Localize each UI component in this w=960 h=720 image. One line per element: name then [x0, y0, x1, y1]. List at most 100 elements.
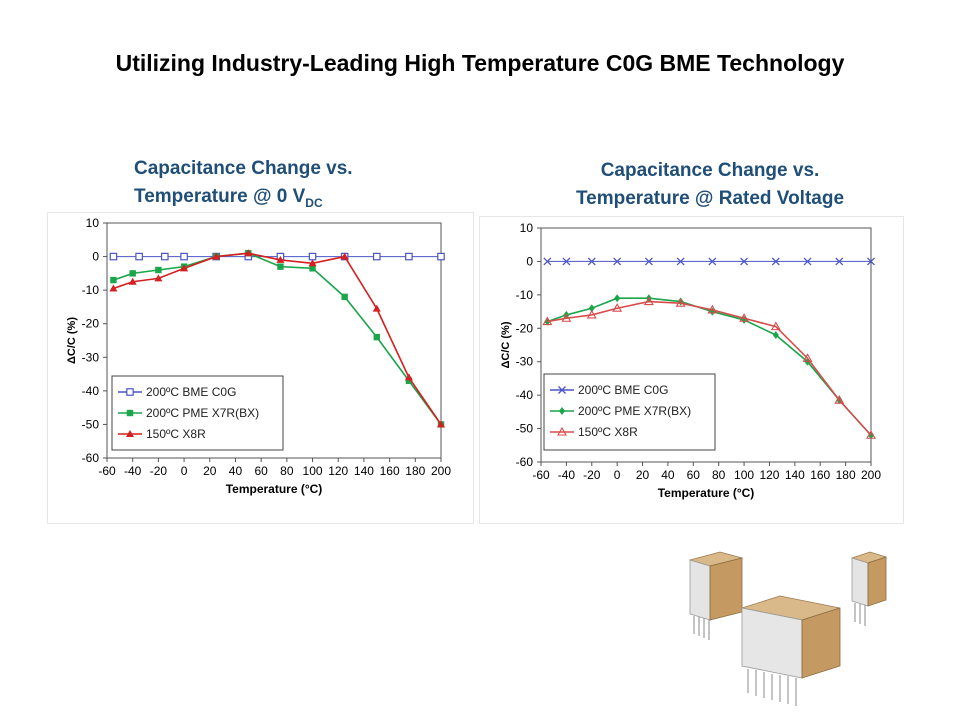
right-chart-x-tick-label: 20 — [636, 468, 650, 482]
left-chart-series-3 — [109, 249, 445, 428]
right-chart-series-point — [614, 294, 621, 303]
left-chart-series-line — [113, 252, 442, 425]
right-chart-x-tick-label: 60 — [687, 468, 701, 482]
left-chart-legend-marker — [126, 409, 134, 417]
right-chart-series-point — [771, 257, 780, 266]
right-chart-series-3 — [542, 296, 876, 439]
left-chart-series-point — [154, 274, 163, 282]
right-heading-line2: Temperature @ Rated Voltage — [575, 188, 845, 209]
right-chart-series-point — [802, 353, 813, 362]
right-chart-series-point — [588, 304, 595, 313]
left-chart-series-point — [308, 259, 317, 267]
capacitor-stack-large-center — [741, 595, 841, 706]
left-chart-series-line — [113, 252, 442, 425]
left-chart-x-tick-label: -40 — [124, 464, 142, 478]
right-chart-legend — [543, 373, 716, 451]
left-chart: 100-10-20-30-40-50-60-60 -40 -20 0 20 40 60 80 1… — [66, 216, 451, 496]
left-chart-legend-marker — [126, 430, 134, 437]
right-chart-heading: Capacitance Change vs. Temperature @ Rat… — [520, 157, 900, 213]
left-chart-legend-label: 200ºC BME C0G — [146, 385, 236, 399]
right-chart-y-tick-label: -60 — [516, 455, 534, 469]
right-chart-legend-label: 150ºC X8R — [578, 425, 638, 439]
left-chart-series-point — [309, 265, 316, 272]
left-chart-y-tick-label: 10 — [86, 216, 100, 230]
right-chart-x-tick-label: 40 — [661, 468, 675, 482]
left-chart-series-point — [372, 252, 381, 261]
right-chart-legend-marker — [559, 407, 565, 415]
right-chart-series-point — [834, 395, 845, 404]
left-chart-y-tick-label: -60 — [82, 451, 100, 465]
left-chart-y-tick-label: -20 — [82, 317, 100, 331]
right-chart-series-point — [543, 257, 552, 266]
right-chart-x-tick-label: 100 — [734, 468, 754, 482]
left-chart-series-point — [340, 252, 349, 260]
left-chart-y-tick-label: -10 — [82, 283, 100, 297]
left-chart-series-point — [109, 284, 118, 292]
left-chart-series-point — [161, 252, 169, 261]
right-chart-y-tick-label: -40 — [516, 388, 534, 402]
right-chart: 100-10-20-30-40-50-60-60 -40 -20 0 20 40 60 80 1… — [500, 221, 881, 500]
left-chart-series-point — [109, 252, 118, 261]
left-chart-series-point — [405, 377, 413, 384]
right-chart-series-point — [835, 257, 844, 266]
left-chart-series-point — [372, 304, 381, 312]
left-chart-y-tick-label: -30 — [82, 350, 100, 364]
right-chart-x-tick-label: -40 — [558, 468, 576, 482]
right-chart-series-point — [644, 257, 653, 266]
left-chart-series-point — [405, 252, 413, 261]
left-chart-series-point — [155, 266, 162, 274]
right-chart-x-tick-label: 140 — [785, 468, 805, 482]
left-chart-series-point — [277, 263, 284, 270]
right-chart-series-point — [708, 257, 717, 266]
left-chart-y-tick-label: 0 — [92, 250, 99, 264]
right-chart-series-point — [586, 309, 597, 319]
left-chart-series-point — [373, 333, 380, 341]
left-chart-x-tick-label: 80 — [280, 464, 294, 478]
right-chart-series-point — [740, 257, 749, 266]
left-chart-x-tick-label: 0 — [181, 464, 188, 478]
right-chart-series-line — [547, 300, 872, 436]
right-chart-series-point — [675, 298, 686, 307]
right-chart-series-point — [562, 257, 571, 266]
right-chart-series-point — [612, 303, 623, 312]
right-chart-x-tick-label: 80 — [712, 468, 726, 482]
right-chart-y-tick-label: -50 — [516, 422, 534, 436]
right-chart-series-point — [739, 313, 750, 322]
left-chart-series-point — [135, 252, 143, 261]
left-chart-series-point — [180, 252, 188, 261]
right-chart-y-axis-label: ΔC/C (%) — [500, 321, 512, 368]
left-chart-x-tick-label: -60 — [98, 464, 116, 478]
right-chart-series-point — [866, 430, 876, 439]
slide-title: Utilizing Industry-Leading High Temperat… — [115, 50, 845, 76]
left-chart-series-point — [404, 373, 413, 381]
left-chart-x-tick-label: 140 — [354, 464, 374, 478]
right-chart-y-tick-label: 10 — [520, 221, 534, 235]
right-chart-series-point — [613, 257, 622, 266]
right-chart-y-tick-label: 0 — [526, 254, 533, 268]
left-chart-x-tick-label: 100 — [303, 464, 323, 478]
right-chart-series-point — [707, 304, 718, 314]
left-chart-series-point — [437, 252, 445, 261]
left-chart-heading: Capacitance Change vs. Temperature @ 0 V… — [134, 155, 434, 217]
right-chart-x-axis-label: Temperature (°C) — [658, 486, 755, 500]
left-chart-series-point — [437, 420, 445, 428]
right-chart-y-tick-label: -10 — [516, 288, 534, 302]
left-chart-series-point — [276, 255, 285, 263]
right-chart-series-point — [587, 257, 596, 266]
right-chart-series-point — [803, 257, 812, 266]
right-chart-series-point — [542, 316, 553, 326]
left-heading-line1: Capacitance Change vs. — [134, 158, 353, 179]
right-chart-y-tick-label: -20 — [516, 321, 534, 335]
left-chart-legend-label: 200ºC PME X7R(BX) — [146, 406, 259, 420]
left-chart-legend-label: 150ºC X8R — [146, 427, 206, 441]
right-heading-line1: Capacitance Change vs. — [600, 160, 820, 181]
right-chart-x-tick-label: 180 — [836, 468, 856, 482]
left-chart-x-tick-label: 200 — [431, 464, 451, 478]
right-chart-series-1 — [543, 257, 875, 266]
left-heading-subscript: DC — [305, 195, 323, 210]
right-chart-series-point — [867, 257, 875, 266]
right-chart-x-tick-label: -60 — [532, 468, 550, 482]
right-chart-legend-marker — [557, 426, 567, 436]
left-chart-x-tick-label: 20 — [203, 464, 217, 478]
right-chart-x-tick-label: 0 — [614, 468, 621, 482]
